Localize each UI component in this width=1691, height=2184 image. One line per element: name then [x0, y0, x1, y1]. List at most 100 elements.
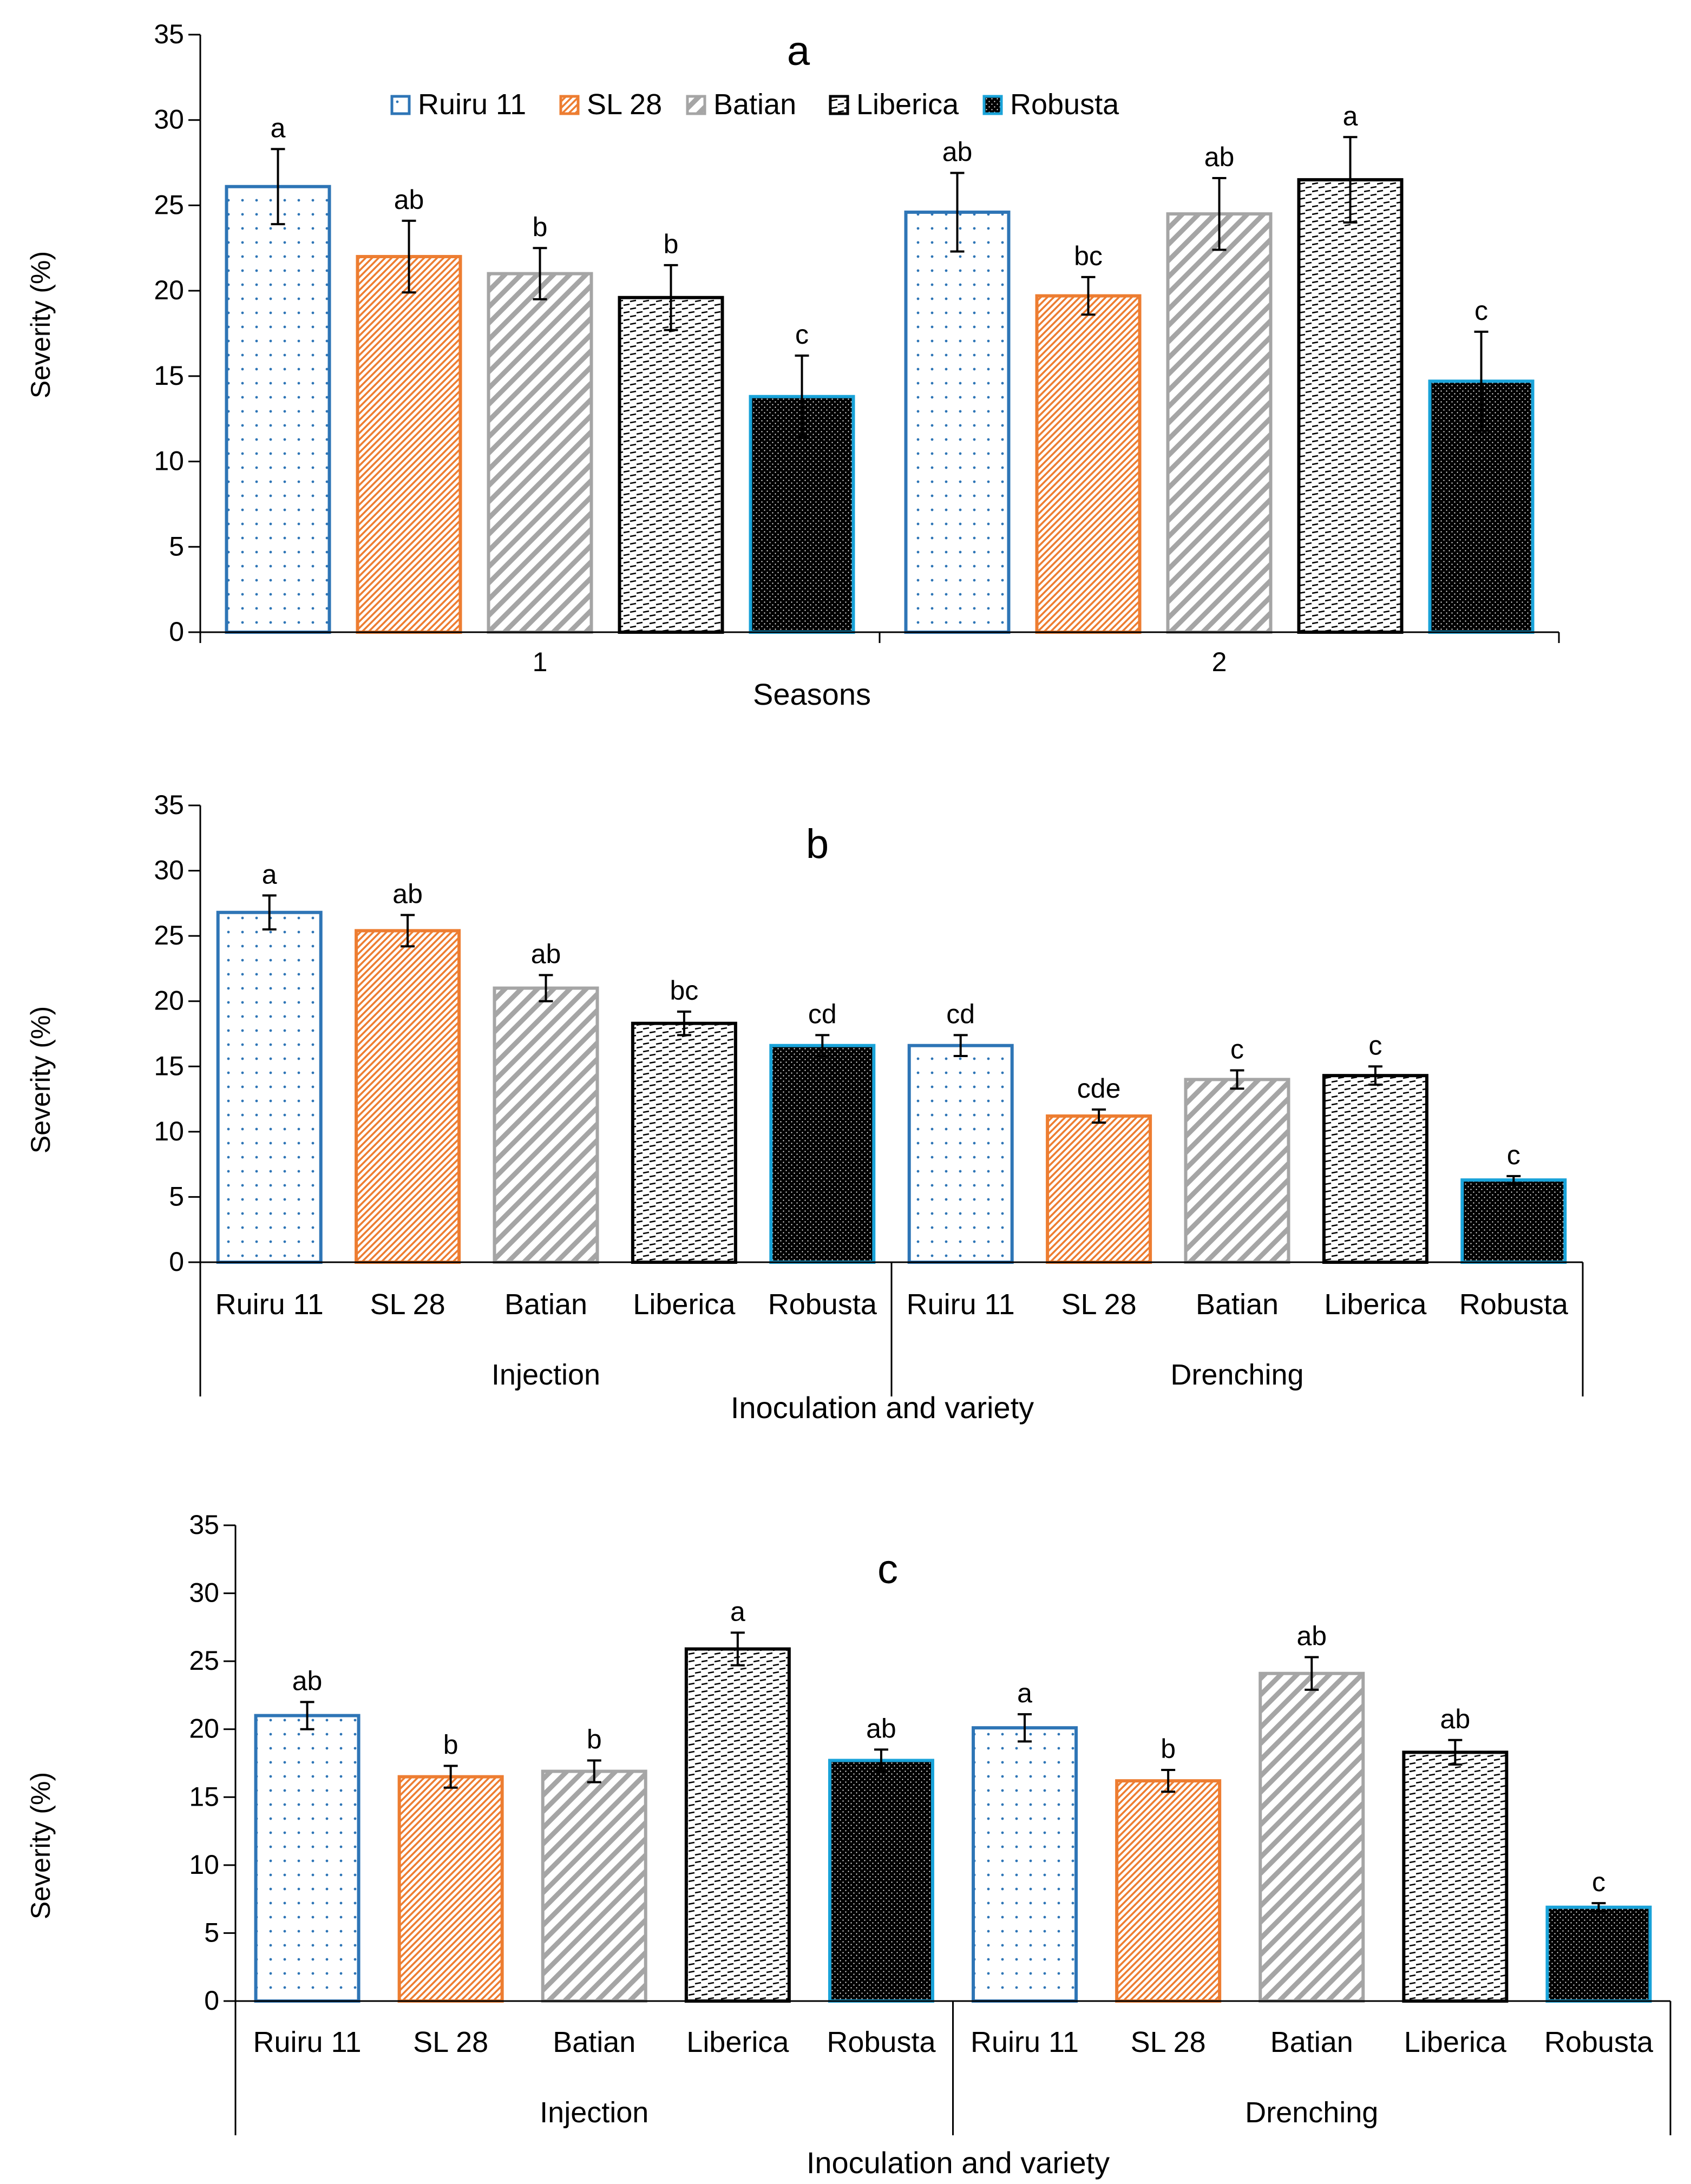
legend-swatch — [982, 95, 1003, 115]
y-tick-label: 5 — [169, 531, 184, 561]
panel-b-bar — [216, 910, 323, 1264]
panel-b-significance-letter: cd — [946, 999, 975, 1029]
panel-a-significance-letter: bc — [1074, 241, 1103, 271]
panel-a-bar — [1035, 294, 1142, 634]
y-tick-label: 5 — [169, 1181, 184, 1211]
panel-c-bar — [1545, 1905, 1652, 2003]
panel-a-axes — [199, 35, 1560, 643]
y-tick-label: 20 — [154, 986, 184, 1016]
y-tick-label: 15 — [154, 360, 184, 391]
group-label: 2 — [1212, 647, 1227, 677]
panel-a-bar — [618, 296, 724, 634]
group-label: Drenching — [1170, 1359, 1303, 1391]
category-label: Batian — [504, 1288, 587, 1321]
panel-c-significance-letter: a — [1017, 1678, 1032, 1708]
y-tick-label: 30 — [189, 1578, 219, 1608]
category-label: Liberica — [1404, 2026, 1507, 2058]
panel-c-significance-letter: ab — [1440, 1704, 1471, 1734]
panel-c-bar — [972, 1726, 1078, 2003]
panel-b-ylabel: Severity (%) — [25, 1006, 56, 1153]
panel-c-ylabel: Severity (%) — [25, 1772, 56, 1919]
panel-a-significance-letter: c — [795, 319, 809, 350]
panel-b-significance-letter: ab — [392, 879, 423, 909]
category-label: Liberica — [633, 1288, 736, 1321]
panel-c-x-labels: Ruiru 11 SL 28 Batian Liberica Robusta Inject… — [253, 2026, 1653, 2129]
category-label: SL 28 — [1061, 1288, 1137, 1321]
panel-c-significance-letter: b — [587, 1724, 602, 1754]
panel-c: c Severity (%) Inoculation and variety 0… — [25, 1510, 1672, 2180]
panel-b-x-labels: Ruiru 11 SL 28 Batian Liberica Robusta Inject… — [215, 1288, 1569, 1391]
panel-c-bar — [684, 1647, 791, 2003]
category-label: Liberica — [1324, 1288, 1427, 1321]
legend-label: Robusta — [1010, 88, 1119, 121]
panel-b-bar — [769, 1044, 876, 1264]
category-label: Liberica — [686, 2026, 789, 2058]
group-label: 1 — [533, 647, 548, 677]
group-label: Injection — [491, 1359, 600, 1391]
panel-c-bar — [1259, 1671, 1365, 2003]
y-tick-label: 0 — [169, 1247, 184, 1277]
panel-b: b Severity (%) Inoculation and variety 0… — [25, 790, 1584, 1425]
panel-a-significance-letter: b — [533, 212, 548, 242]
panel-b-bar — [631, 1021, 737, 1264]
category-label: SL 28 — [1131, 2026, 1206, 2058]
panel-b-title: b — [806, 821, 829, 867]
panel-b-bar — [355, 929, 461, 1264]
panel-c-y-ticks: 0 5 10 15 20 25 30 35 — [189, 1510, 235, 2016]
category-label: Ruiru 11 — [253, 2026, 361, 2058]
panel-b-bar — [1322, 1074, 1428, 1264]
y-tick-label: 30 — [154, 855, 184, 886]
panel-c-xlabel: Inoculation and variety — [807, 2146, 1110, 2180]
group-label: Injection — [540, 2096, 648, 2129]
panel-c-bar — [1115, 1779, 1222, 2003]
legend-label: Batian — [713, 88, 796, 121]
category-label: Ruiru 11 — [971, 2026, 1079, 2058]
legend-label: SL 28 — [587, 88, 662, 121]
panel-a-significance-letter: a — [1343, 101, 1358, 131]
panel-b-significance-letter: a — [262, 859, 277, 889]
panel-c-title: c — [877, 1546, 898, 1592]
panel-c-bar — [541, 1769, 647, 2003]
category-label: Ruiru 11 — [907, 1288, 1015, 1321]
y-tick-label: 10 — [154, 446, 184, 476]
panel-c-bar — [397, 1775, 504, 2003]
panel-b-significance-letter: c — [1230, 1034, 1244, 1065]
panel-c-bar — [254, 1714, 361, 2003]
panel-c-axes — [234, 1525, 1672, 2135]
panel-a-legend: Ruiru 11 SL 28 Batian Liberica Robusta — [390, 88, 1119, 121]
panel-a-significance-letter: a — [271, 113, 286, 143]
category-label: Ruiru 11 — [215, 1288, 324, 1321]
legend-label: Ruiru 11 — [418, 88, 526, 121]
panel-a-bar — [487, 272, 593, 634]
category-label: SL 28 — [413, 2026, 488, 2058]
category-label: Robusta — [1544, 2026, 1654, 2058]
panel-a-y-ticks: 0 5 10 15 20 25 30 35 — [154, 19, 200, 647]
panel-a-ylabel: Severity (%) — [25, 251, 56, 398]
category-label: Robusta — [768, 1288, 877, 1321]
panel-a-xlabel: Seasons — [753, 677, 871, 711]
y-tick-label: 10 — [154, 1116, 184, 1146]
panel-a-bar — [904, 211, 1011, 634]
panel-b-bars: a ab ab bc cd cd cde c c c — [216, 859, 1567, 1264]
legend-swatch — [686, 95, 706, 115]
panel-b-significance-letter: cde — [1077, 1073, 1121, 1104]
y-tick-label: 30 — [154, 104, 184, 135]
y-tick-label: 20 — [189, 1714, 219, 1744]
panel-a-bar — [225, 185, 331, 634]
legend-label: Liberica — [856, 88, 959, 121]
panel-b-significance-letter: c — [1368, 1030, 1382, 1060]
panel-a-bar — [1297, 178, 1404, 634]
panel-b-bar — [1184, 1078, 1290, 1264]
y-tick-label: 35 — [154, 790, 184, 820]
category-label: Batian — [553, 2026, 635, 2058]
y-tick-label: 10 — [189, 1849, 219, 1880]
panel-a-significance-letter: b — [664, 229, 679, 259]
panel-c-significance-letter: ab — [1296, 1621, 1327, 1651]
panel-a: a Severity (%) Seasons Ruiru 11 SL 28 Bati… — [25, 19, 1560, 711]
panel-b-significance-letter: cd — [808, 999, 837, 1029]
panel-c-significance-letter: b — [443, 1730, 458, 1760]
panel-c-significance-letter: ab — [292, 1665, 323, 1696]
category-label: Robusta — [1459, 1288, 1569, 1321]
